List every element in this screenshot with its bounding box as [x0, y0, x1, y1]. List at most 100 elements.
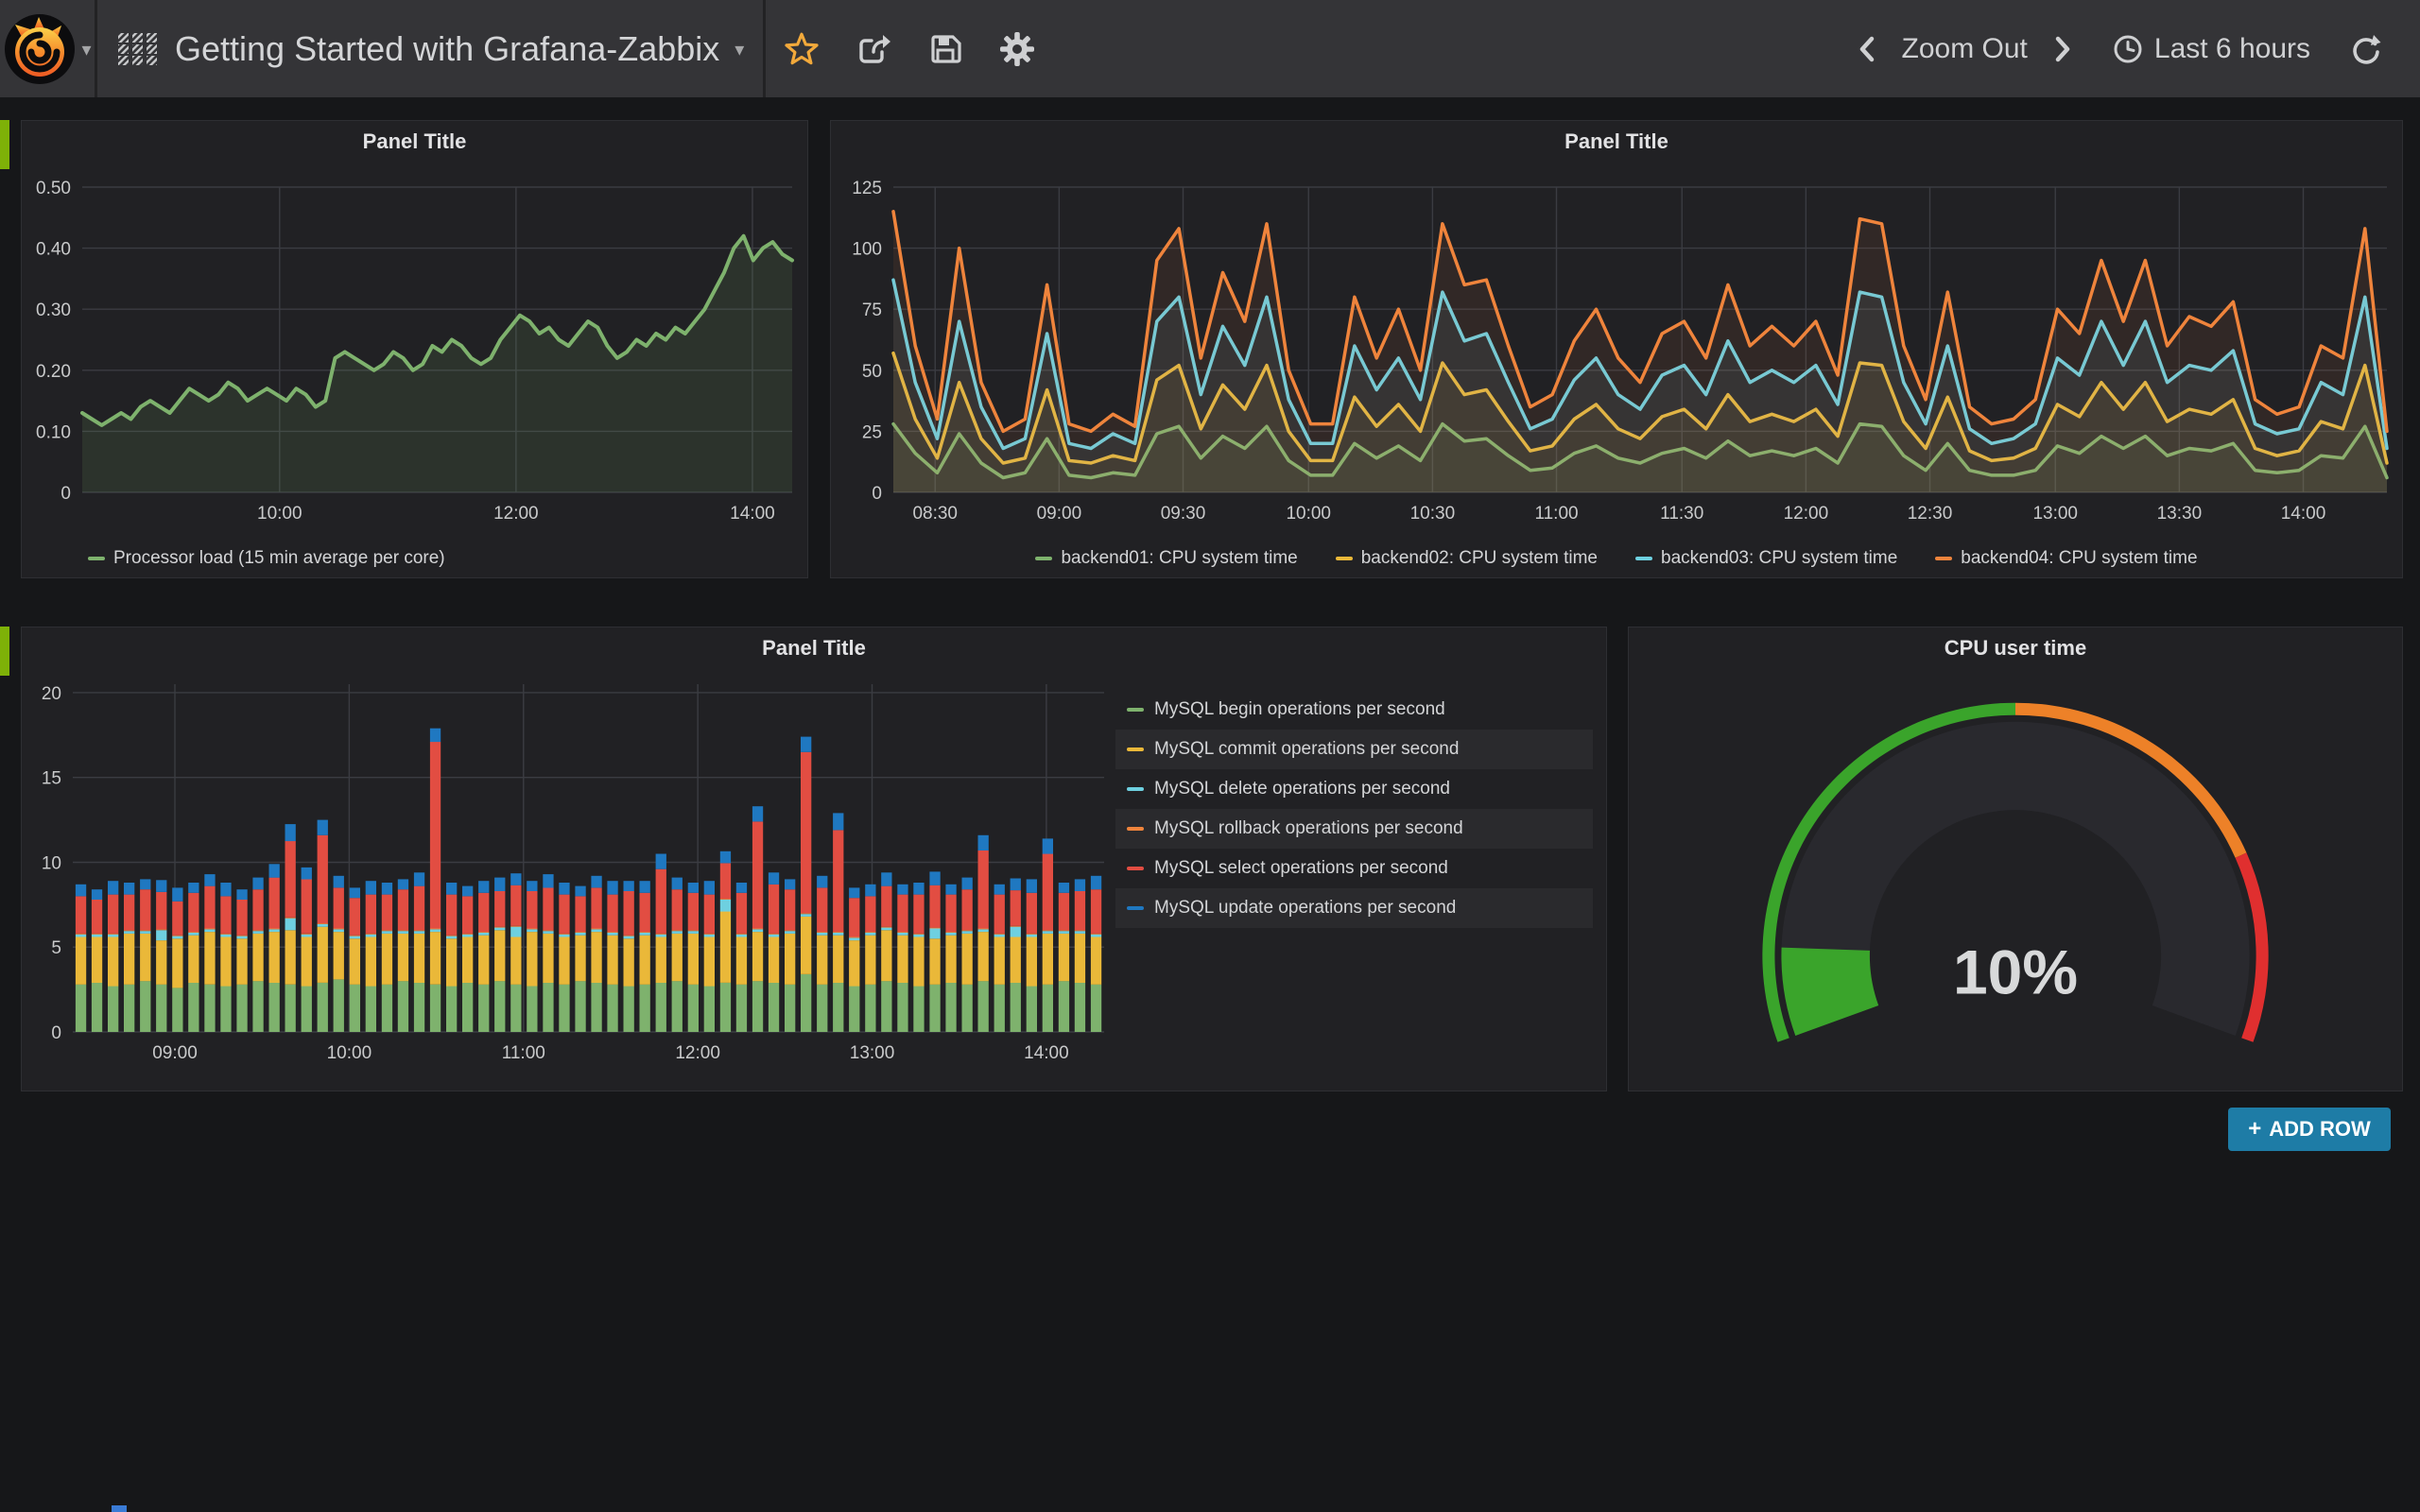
svg-text:0: 0	[60, 484, 71, 504]
navbar-divider	[763, 0, 767, 97]
grafana-logo[interactable]: ▾	[0, 0, 95, 97]
refresh-button[interactable]	[2335, 0, 2395, 97]
logo-dropdown-caret: ▾	[81, 37, 92, 60]
chevron-left-icon	[1857, 33, 1877, 65]
legend-label: MySQL update operations per second	[1154, 898, 1457, 918]
legend-item[interactable]: Processor load (15 min average per core)	[88, 548, 445, 569]
legend-swatch	[1127, 787, 1144, 791]
dashboard-picker[interactable]: Getting Started with Grafana-Zabbix ▾	[97, 29, 763, 69]
legend-label: backend02: CPU system time	[1360, 548, 1598, 568]
legend-item[interactable]: MySQL begin operations per second	[1115, 690, 1593, 730]
legend-label: Processor load (15 min average per core)	[113, 548, 445, 568]
bottom-edge-artifact	[112, 1505, 127, 1512]
legend-swatch	[1935, 557, 1953, 560]
star-icon	[784, 32, 820, 66]
svg-text:14:00: 14:00	[730, 504, 775, 524]
dashboard-grid-icon	[116, 31, 160, 67]
svg-text:08:30: 08:30	[912, 504, 958, 524]
svg-text:125: 125	[852, 179, 882, 198]
legend-swatch	[88, 557, 105, 560]
cpu-user-time-gauge[interactable]: 10%	[1629, 669, 2402, 1091]
legend-label: MySQL rollback operations per second	[1154, 818, 1463, 838]
legend-label: MySQL delete operations per second	[1154, 779, 1450, 799]
svg-text:0.10: 0.10	[36, 422, 71, 442]
legend-swatch	[1127, 906, 1144, 910]
svg-text:50: 50	[862, 362, 882, 382]
svg-text:10:30: 10:30	[1410, 504, 1456, 524]
share-button[interactable]	[838, 0, 909, 97]
legend-label: MySQL select operations per second	[1154, 858, 1448, 878]
panel-legend: backend01: CPU system time backend02: CPU…	[831, 540, 2402, 577]
svg-text:09:30: 09:30	[1161, 504, 1206, 524]
panel-title[interactable]: Panel Title	[362, 129, 467, 153]
svg-text:0: 0	[51, 1023, 61, 1043]
time-range-label: Last 6 hours	[2153, 32, 2310, 64]
svg-text:0.50: 0.50	[36, 179, 71, 198]
panel-legend: MySQL begin operations per second MySQL c…	[1115, 669, 1606, 1091]
legend-label: backend04: CPU system time	[1961, 548, 2198, 568]
legend-swatch	[1127, 827, 1144, 831]
zoom-out-button[interactable]: Zoom Out	[1893, 33, 2037, 65]
panel-mysql-operations: Panel Title 09:00 10:00 11:00 12:00 13:00 14:…	[21, 627, 1607, 1091]
dashboard-dropdown-caret: ▾	[735, 37, 745, 60]
svg-text:0.30: 0.30	[36, 301, 71, 320]
share-icon	[855, 30, 892, 68]
panel-title[interactable]: Panel Title	[762, 636, 866, 660]
gear-icon	[998, 30, 1036, 68]
svg-text:12:00: 12:00	[675, 1043, 720, 1063]
cpu-system-time-chart[interactable]: 08:30 09:00 09:30 10:00 10:30 11:00 11:30 12:00…	[831, 163, 2402, 540]
svg-text:15: 15	[42, 769, 61, 789]
legend-label: MySQL begin operations per second	[1154, 699, 1445, 719]
time-shift-back-button[interactable]	[1841, 33, 1893, 65]
svg-text:11:00: 11:00	[502, 1043, 545, 1063]
legend-label: backend03: CPU system time	[1661, 548, 1898, 568]
save-button[interactable]	[909, 0, 981, 97]
settings-button[interactable]	[981, 0, 1053, 97]
chevron-right-icon	[2052, 33, 2073, 65]
legend-item[interactable]: MySQL commit operations per second	[1115, 730, 1593, 769]
legend-item[interactable]: MySQL delete operations per second	[1115, 769, 1593, 809]
panel-processor-load: Panel Title 10:00 12:00 14:00 0 0.10 0.20 0.30…	[21, 120, 808, 578]
svg-text:09:00: 09:00	[152, 1043, 198, 1063]
dashboard-title: Getting Started with Grafana-Zabbix	[175, 28, 720, 68]
legend-label: backend01: CPU system time	[1061, 548, 1298, 568]
svg-text:11:30: 11:30	[1660, 504, 1703, 524]
legend-item[interactable]: backend04: CPU system time	[1935, 548, 2198, 569]
legend-item[interactable]: backend03: CPU system time	[1635, 548, 1897, 569]
refresh-icon	[2348, 32, 2382, 66]
svg-text:09:00: 09:00	[1037, 504, 1082, 524]
star-button[interactable]	[766, 0, 838, 97]
mysql-operations-chart[interactable]: 09:00 10:00 11:00 12:00 13:00 14:00 0 5 10 15 20	[22, 669, 1115, 1091]
legend-item[interactable]: MySQL select operations per second	[1115, 849, 1593, 888]
svg-text:14:00: 14:00	[1024, 1043, 1069, 1063]
svg-text:0: 0	[872, 484, 882, 504]
legend-item[interactable]: MySQL rollback operations per second	[1115, 809, 1593, 849]
legend-swatch	[1035, 557, 1053, 560]
processor-load-chart[interactable]: 10:00 12:00 14:00 0 0.10 0.20 0.30 0.40 0.50	[22, 163, 807, 540]
legend-item[interactable]: backend01: CPU system time	[1035, 548, 1298, 569]
svg-text:0.40: 0.40	[36, 240, 71, 260]
time-controls: Zoom Out Last 6 hours	[1841, 0, 2420, 97]
panel-title[interactable]: Panel Title	[1564, 129, 1668, 153]
svg-text:13:00: 13:00	[850, 1043, 895, 1063]
svg-text:12:30: 12:30	[1908, 504, 1953, 524]
svg-text:12:00: 12:00	[493, 504, 539, 524]
panel-title[interactable]: CPU user time	[1944, 636, 2087, 660]
time-range-picker[interactable]: Last 6 hours	[2088, 33, 2335, 65]
time-shift-forward-button[interactable]	[2037, 33, 2088, 65]
legend-item[interactable]: MySQL update operations per second	[1115, 888, 1593, 928]
row-toggle-handle[interactable]	[0, 627, 9, 676]
plus-icon: +	[2248, 1116, 2262, 1142]
add-row-label: ADD ROW	[2269, 1117, 2371, 1141]
svg-text:13:30: 13:30	[2157, 504, 2203, 524]
add-row-button[interactable]: + ADD ROW	[2228, 1108, 2391, 1151]
svg-text:20: 20	[42, 684, 61, 704]
svg-text:14:00: 14:00	[2281, 504, 2326, 524]
legend-swatch	[1635, 557, 1652, 560]
row-toggle-handle[interactable]	[0, 120, 9, 169]
legend-swatch	[1127, 708, 1144, 712]
legend-item[interactable]: backend02: CPU system time	[1335, 548, 1598, 569]
svg-text:10: 10	[42, 853, 61, 873]
svg-text:10:00: 10:00	[257, 504, 302, 524]
svg-text:75: 75	[862, 301, 882, 320]
